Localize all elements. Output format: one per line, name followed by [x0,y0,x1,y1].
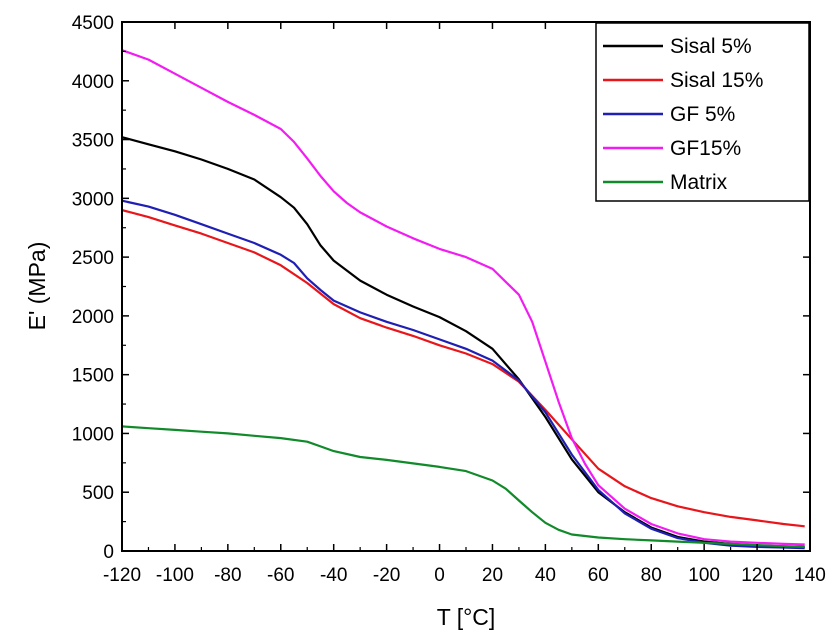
y-axis: 0 500 1000 1500 2000 2500 3000 3500 4000 4500 [72,13,810,563]
legend-label-gf15: GF15% [670,137,741,160]
legend-label-sisal-15: Sisal 15% [670,69,763,92]
x-tick-label: 60 [588,565,609,586]
x-tick-label: -40 [320,565,347,586]
x-tick-label: 140 [794,565,826,586]
y-axis-title: E' (MPa) [24,242,50,331]
series-line-sisal-5 [121,136,805,548]
y-tick-label: 4000 [72,72,114,93]
x-axis-title: T [°C] [437,604,496,630]
series-line-gf-5 [121,199,805,550]
legend-label-matrix: Matrix [670,171,728,194]
legend-label-sisal-5: Sisal 5% [670,35,752,58]
y-tick-label: 1500 [72,366,114,387]
x-axis: -120 -100 -80 -60 -40 -20 0 20 40 60 80 100 120 140 [103,22,826,586]
y-tick-label: 3500 [72,131,114,152]
x-tick-label: -60 [267,565,294,586]
series-line-matrix [121,425,805,548]
x-tick-label: 80 [641,565,662,586]
x-tick-label: -100 [156,565,194,586]
x-tick-label: 100 [688,565,720,586]
y-tick-label: 3000 [72,189,114,210]
x-tick-label: 120 [741,565,773,586]
legend-label-gf-5: GF 5% [670,103,735,126]
y-tick-label: 4500 [72,13,114,34]
y-tick-label: 1000 [72,424,114,445]
x-tick-label: -20 [373,565,400,586]
y-tick-label: 2000 [72,307,114,328]
y-tick-label: 500 [82,483,114,504]
legend-box [595,22,810,202]
series-line-sisal-15 [121,209,805,528]
y-tick-label: 2500 [72,248,114,269]
y-tick-label: 0 [103,542,114,563]
x-tick-label: -80 [214,565,241,586]
legend: Sisal 5% Sisal 15% GF 5% GF15% Matrix [595,22,810,202]
x-tick-label: 40 [535,565,556,586]
x-tick-label: 20 [482,565,503,586]
plot-lines [121,49,805,550]
x-tick-label: 0 [434,565,445,586]
series-line-gf15 [121,49,805,546]
x-tick-label: -120 [103,565,141,586]
